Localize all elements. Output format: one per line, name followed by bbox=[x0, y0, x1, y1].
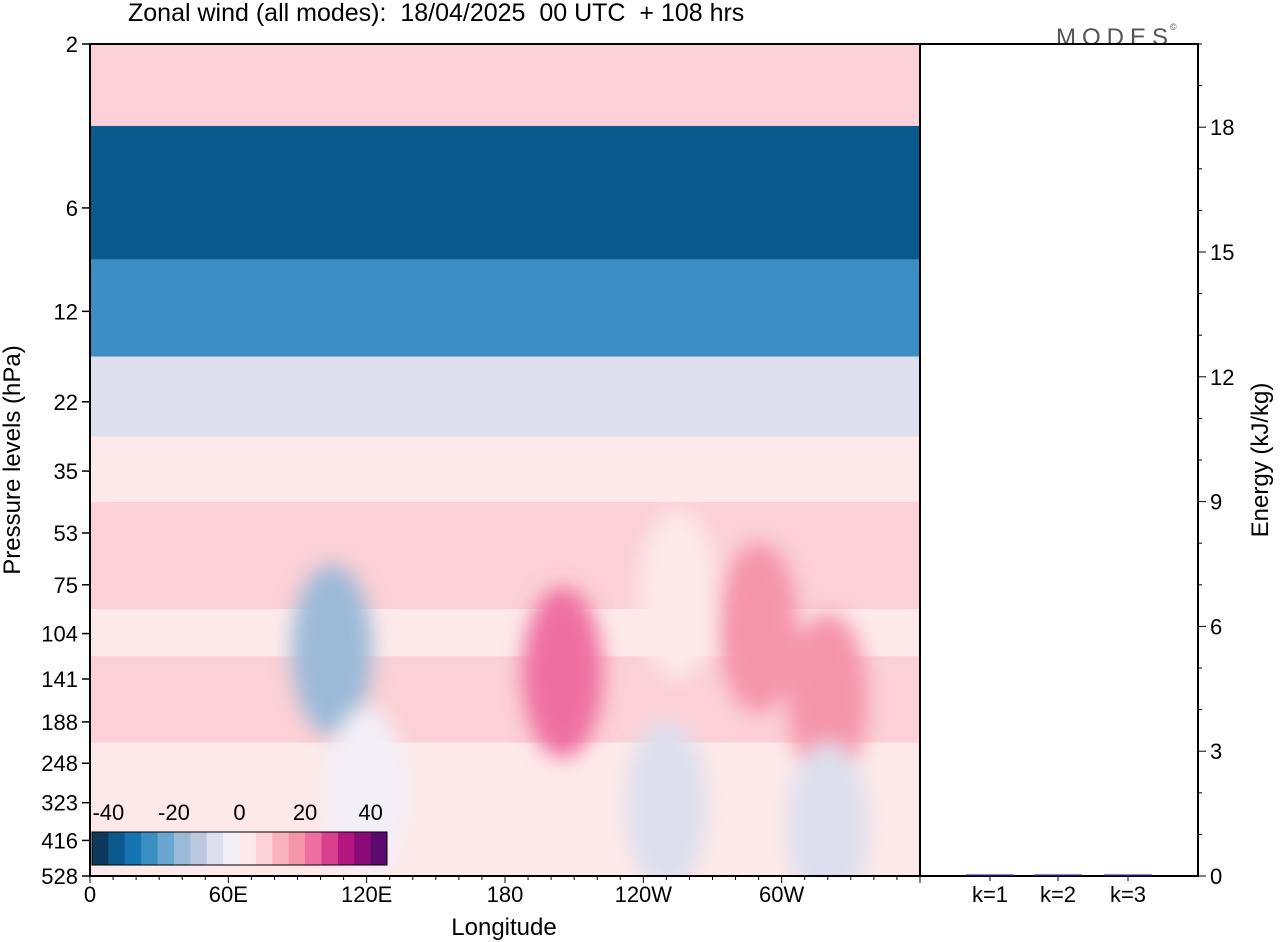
x-axis: 0 60E 120E 180 120W 60W bbox=[84, 876, 921, 907]
y-tick-label-75: 75 bbox=[54, 573, 78, 598]
y-axis-label: Pressure levels (hPa) bbox=[0, 345, 26, 574]
colorbar-swatch bbox=[223, 832, 240, 865]
colorbar-swatch bbox=[288, 832, 306, 865]
wind-band-2 bbox=[90, 44, 920, 126]
y-axis: 2 6 12 22 35 53 75 104 141 188 248 323 416 528 bbox=[41, 32, 90, 889]
colorbar-swatch bbox=[124, 832, 142, 865]
wind-feature-0 bbox=[292, 564, 373, 735]
heatmap-bands bbox=[90, 44, 920, 876]
y-tick-label-141: 141 bbox=[41, 667, 78, 692]
wind-band-248 bbox=[90, 742, 920, 783]
y-tick-label-416: 416 bbox=[41, 828, 78, 853]
colorbar-label: 0 bbox=[233, 800, 245, 825]
y-tick-label-6: 6 bbox=[66, 196, 78, 221]
logo-text: MODES bbox=[1056, 24, 1175, 51]
colorbar-swatch bbox=[141, 832, 159, 865]
colorbar-label: 20 bbox=[293, 800, 317, 825]
energy-tick-label-12: 12 bbox=[1210, 365, 1234, 390]
y-tick-label-528: 528 bbox=[41, 864, 78, 889]
colorbar-swatch bbox=[206, 832, 224, 865]
x-tick-label-120W: 120W bbox=[615, 882, 673, 907]
colorbar-swatch bbox=[370, 832, 388, 865]
colorbar-swatch bbox=[108, 832, 126, 865]
colorbar-border bbox=[91, 831, 388, 866]
wind-feature-2 bbox=[787, 612, 868, 783]
wind-band-6 bbox=[90, 125, 920, 260]
colorbar-label: -20 bbox=[158, 800, 190, 825]
colorbar-swatch bbox=[255, 832, 273, 865]
chart-title: Zonal wind (all modes): 18/04/2025 00 UT… bbox=[128, 0, 745, 27]
energy-category-label-k=3: k=3 bbox=[1110, 882, 1146, 907]
energy-frame bbox=[919, 43, 1199, 877]
y-tick-label-12: 12 bbox=[54, 299, 78, 324]
wind-feature-6 bbox=[787, 741, 868, 876]
energy-bar-k=1 bbox=[966, 874, 1014, 876]
energy-tick-label-0: 0 bbox=[1210, 864, 1222, 889]
colorbar-swatch bbox=[157, 832, 175, 865]
colorbar-swatch bbox=[337, 832, 355, 865]
energy-tick-label-9: 9 bbox=[1210, 490, 1222, 515]
wind-band-35 bbox=[90, 436, 920, 503]
y-tick-label-248: 248 bbox=[41, 751, 78, 776]
logo-mark: © bbox=[1170, 22, 1177, 32]
colorbar-swatch bbox=[272, 832, 290, 865]
x-tick-label-60E: 60E bbox=[209, 882, 248, 907]
y-tick-label-323: 323 bbox=[41, 791, 78, 816]
x-tick-label-0: 0 bbox=[84, 882, 96, 907]
colorbar-swatch bbox=[239, 832, 257, 865]
wind-band-53 bbox=[90, 502, 920, 559]
colorbar: -40 -20 0 20 40 bbox=[91, 800, 388, 866]
colorbar-swatch bbox=[354, 832, 372, 865]
energy-bar-k=2 bbox=[1034, 874, 1082, 876]
wind-band-12 bbox=[90, 259, 920, 357]
heatmap-features bbox=[292, 509, 868, 876]
energy-tick-label-3: 3 bbox=[1210, 739, 1222, 764]
energy-axis: 0 3 6 9 12 15 18 bbox=[1198, 43, 1234, 889]
y-tick-label-22: 22 bbox=[54, 390, 78, 415]
wind-feature-1 bbox=[522, 587, 603, 758]
wind-feature-3 bbox=[718, 542, 799, 713]
wind-feature-4 bbox=[637, 509, 718, 680]
y-tick-label-2: 2 bbox=[66, 32, 78, 57]
wind-band-188 bbox=[90, 700, 920, 743]
colorbar-swatch bbox=[305, 832, 322, 865]
colorbar-label: -40 bbox=[92, 800, 124, 825]
energy-category-label-k=1: k=1 bbox=[972, 882, 1008, 907]
colorbar-swatch bbox=[173, 832, 191, 865]
energy-tick-label-15: 15 bbox=[1210, 240, 1234, 265]
energy-panel: k=1 k=2 k=3 bbox=[966, 874, 1152, 907]
colorbar-swatch bbox=[321, 832, 339, 865]
wind-band-22 bbox=[90, 356, 920, 437]
wind-feature-group bbox=[292, 509, 868, 876]
y-tick-label-53: 53 bbox=[54, 521, 78, 546]
colorbar-label: 40 bbox=[358, 800, 382, 825]
colorbar-swatch bbox=[92, 832, 109, 865]
x-axis-label: Longitude bbox=[451, 914, 556, 941]
colorbar-swatch bbox=[190, 832, 208, 865]
energy-axis-label: Energy (kJ/kg) bbox=[1247, 383, 1274, 538]
y-tick-label-35: 35 bbox=[54, 459, 78, 484]
energy-bar-k=3 bbox=[1104, 874, 1152, 876]
x-tick-label-120E: 120E bbox=[341, 882, 392, 907]
wind-band-323 bbox=[90, 782, 920, 822]
x-tick-label-180: 180 bbox=[487, 882, 524, 907]
wind-feature-5 bbox=[626, 720, 707, 876]
y-tick-label-188: 188 bbox=[41, 710, 78, 735]
energy-tick-label-6: 6 bbox=[1210, 614, 1222, 639]
y-tick-label-104: 104 bbox=[41, 622, 78, 647]
x-tick-label-60W: 60W bbox=[759, 882, 804, 907]
modes-logo: MODES© bbox=[1056, 18, 1181, 53]
energy-category-label-k=2: k=2 bbox=[1040, 882, 1076, 907]
energy-tick-label-18: 18 bbox=[1210, 115, 1234, 140]
